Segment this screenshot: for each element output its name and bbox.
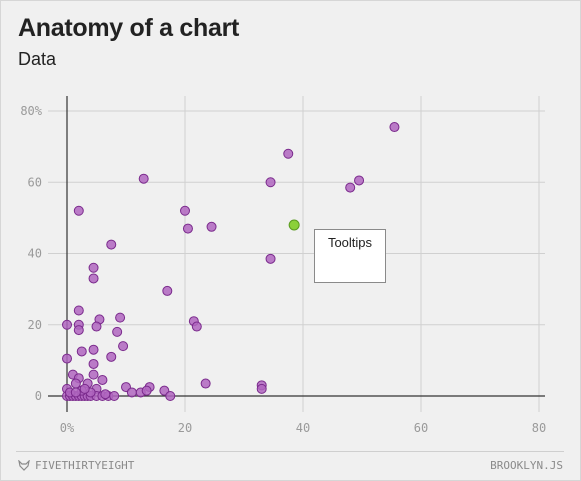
data-point[interactable] bbox=[88, 344, 99, 355]
tooltip-label: Tooltips bbox=[327, 235, 373, 250]
grid-lines bbox=[48, 96, 545, 412]
data-point[interactable] bbox=[141, 385, 152, 396]
x-tick-label: 20 bbox=[178, 421, 192, 435]
tick-labels: 0 20 40 60 80% 0% 20 40 60 80 bbox=[20, 104, 546, 435]
data-point[interactable] bbox=[70, 387, 81, 398]
data-point[interactable] bbox=[73, 305, 84, 316]
data-point[interactable] bbox=[206, 221, 217, 232]
data-point[interactable] bbox=[106, 351, 117, 362]
tooltip-box: Tooltips bbox=[314, 229, 386, 283]
data-point[interactable] bbox=[389, 122, 400, 133]
data-points bbox=[62, 122, 400, 401]
y-tick-label: 60 bbox=[28, 175, 42, 189]
data-point[interactable] bbox=[283, 148, 294, 159]
y-tick-label: 40 bbox=[28, 247, 42, 261]
data-point[interactable] bbox=[88, 273, 99, 284]
data-point[interactable] bbox=[62, 319, 72, 330]
data-point[interactable] bbox=[62, 353, 72, 364]
data-point[interactable] bbox=[126, 387, 137, 398]
data-point[interactable] bbox=[200, 378, 211, 389]
data-point[interactable] bbox=[345, 182, 356, 193]
footer-left-text: FIVETHIRTYEIGHT bbox=[35, 459, 135, 472]
data-point[interactable] bbox=[180, 205, 190, 216]
x-tick-label: 80 bbox=[532, 421, 546, 435]
footer-brand-left: FIVETHIRTYEIGHT bbox=[18, 459, 134, 472]
data-point[interactable] bbox=[165, 391, 176, 401]
data-point[interactable] bbox=[162, 285, 173, 296]
x-tick-label: 0% bbox=[60, 421, 75, 435]
data-point[interactable] bbox=[76, 346, 87, 357]
chart-subtitle: Data bbox=[18, 49, 57, 69]
data-point[interactable] bbox=[100, 389, 111, 400]
y-tick-label: 0 bbox=[35, 389, 42, 403]
footer-divider bbox=[16, 451, 564, 452]
data-point[interactable] bbox=[112, 326, 123, 337]
y-tick-label: 80% bbox=[20, 104, 42, 118]
fox-icon bbox=[18, 460, 30, 471]
data-point[interactable] bbox=[88, 369, 99, 380]
data-point[interactable] bbox=[265, 177, 276, 188]
data-point[interactable] bbox=[88, 358, 99, 369]
data-point[interactable] bbox=[138, 173, 149, 184]
chart-title: Anatomy of a chart bbox=[18, 14, 240, 42]
data-point[interactable] bbox=[115, 312, 126, 323]
data-point[interactable] bbox=[88, 262, 99, 273]
data-point[interactable] bbox=[118, 341, 129, 352]
y-tick-label: 20 bbox=[28, 318, 42, 332]
footer-brand-right: BROOKLYN.JS bbox=[490, 459, 563, 472]
data-point[interactable] bbox=[106, 239, 117, 250]
data-point[interactable] bbox=[73, 325, 84, 336]
data-point[interactable] bbox=[109, 391, 120, 401]
data-point[interactable] bbox=[354, 175, 365, 186]
data-point[interactable] bbox=[256, 383, 267, 394]
x-tick-label: 40 bbox=[296, 421, 310, 435]
highlighted-data-point[interactable] bbox=[288, 219, 300, 231]
data-point[interactable] bbox=[191, 321, 202, 332]
data-point[interactable] bbox=[79, 383, 90, 394]
data-point[interactable] bbox=[91, 321, 102, 332]
x-tick-label: 60 bbox=[414, 421, 428, 435]
data-point[interactable] bbox=[73, 205, 84, 216]
data-point[interactable] bbox=[97, 374, 108, 385]
data-point[interactable] bbox=[265, 253, 276, 264]
data-point[interactable] bbox=[182, 223, 193, 234]
